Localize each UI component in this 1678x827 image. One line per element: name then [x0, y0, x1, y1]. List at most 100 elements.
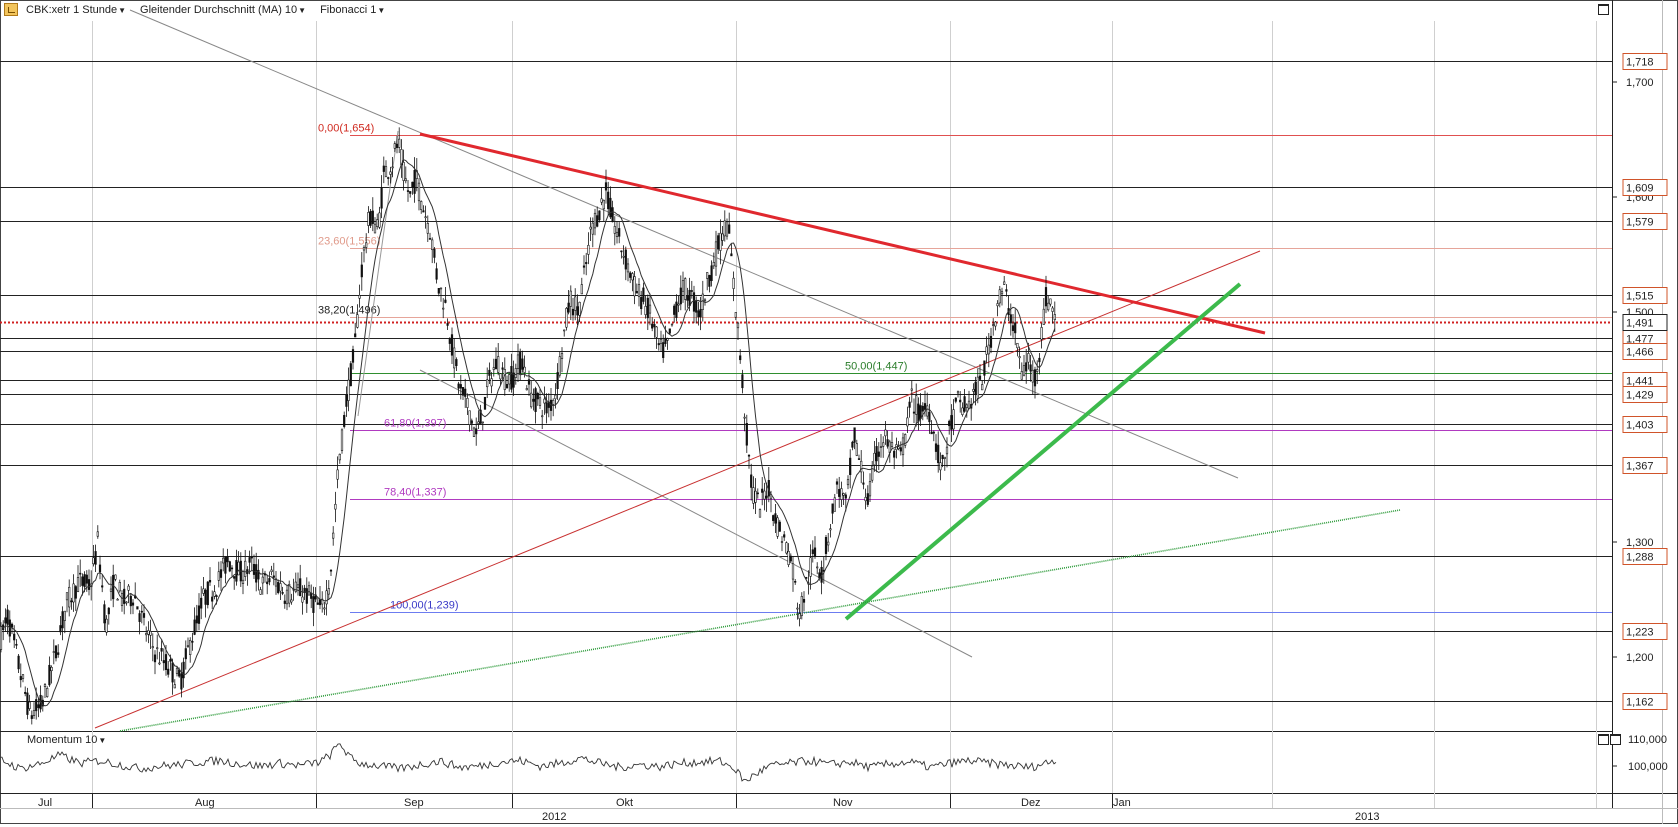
candle: [160, 639, 163, 662]
candle-body: [576, 306, 579, 316]
candle-body: [257, 569, 260, 580]
candle-body: [897, 446, 900, 450]
candle-body: [98, 564, 102, 573]
candle: [384, 160, 388, 178]
candle-body: [899, 447, 902, 452]
candle-body: [963, 396, 966, 412]
candle-body: [1051, 307, 1054, 312]
candle: [783, 531, 786, 541]
candle-body: [855, 443, 858, 456]
candle-body: [1009, 314, 1012, 324]
candle: [917, 397, 920, 431]
candle-body: [222, 557, 225, 564]
candle: [323, 601, 326, 615]
candle-body: [893, 450, 896, 458]
candle: [1044, 275, 1048, 314]
candle-body: [35, 699, 38, 712]
candle: [820, 560, 823, 595]
candle: [376, 213, 379, 230]
candle: [83, 571, 86, 593]
candle: [39, 685, 42, 713]
candle: [415, 158, 418, 192]
candle-body: [937, 444, 940, 464]
candle: [380, 175, 383, 219]
candle-body: [312, 596, 315, 613]
candle: [420, 200, 423, 214]
candle-body: [464, 388, 467, 397]
candle: [483, 396, 487, 410]
candle: [222, 548, 225, 572]
candle: [413, 157, 416, 203]
candle: [558, 351, 561, 378]
candle: [864, 488, 867, 510]
candle-body: [706, 272, 709, 279]
candle-body: [1018, 356, 1021, 359]
candle-body: [521, 358, 524, 370]
candle-body: [431, 239, 434, 251]
drawing-dropdown[interactable]: Fibonacci 1▼: [320, 4, 385, 16]
candle-body: [248, 557, 251, 563]
candle: [147, 621, 150, 644]
momentum-dropdown[interactable]: Momentum 10▼: [27, 734, 106, 746]
candle-body: [61, 611, 64, 629]
candle-body: [1053, 314, 1056, 320]
candle-body: [325, 590, 328, 605]
candle: [343, 411, 346, 429]
indicator-dropdown[interactable]: Gleitender Durchschnitt (MA) 10▼: [140, 4, 306, 16]
level-badge-label: 1,367: [1626, 461, 1654, 473]
candle-body: [189, 640, 192, 656]
candle: [1038, 352, 1041, 375]
level-badge-box: [1622, 623, 1668, 640]
candle-body: [252, 563, 256, 575]
candle: [981, 380, 984, 391]
candle: [321, 591, 324, 613]
candle: [230, 565, 234, 577]
symbol-dropdown[interactable]: CBK:xetr 1 Stunde▼: [26, 4, 126, 16]
candle-body: [626, 263, 630, 273]
candle-body: [160, 648, 163, 652]
candle-body: [730, 253, 733, 257]
candle-body: [92, 557, 95, 565]
candle: [389, 166, 392, 184]
candle: [536, 391, 539, 406]
candle-body: [1005, 289, 1008, 292]
close-momentum-panel-icon[interactable]: [1610, 734, 1621, 745]
candle: [730, 243, 733, 257]
candle-body: [116, 598, 119, 601]
candle-body: [494, 358, 498, 370]
candle-body: [908, 401, 911, 408]
chevron-down-icon: ▼: [118, 6, 127, 15]
candle-body: [607, 191, 610, 210]
candle-body: [813, 547, 817, 558]
candle: [945, 437, 949, 468]
candle: [519, 348, 522, 381]
candle: [378, 206, 381, 230]
candle: [895, 437, 898, 459]
candle-body: [428, 238, 432, 240]
candle: [61, 606, 64, 641]
candle-body: [783, 534, 786, 538]
candle-body: [50, 666, 53, 672]
candle: [127, 583, 130, 604]
candle: [235, 549, 238, 586]
maximize-price-panel-icon[interactable]: [1598, 4, 1609, 15]
candle-body: [640, 297, 643, 310]
maximize-momentum-panel-icon[interactable]: [1598, 734, 1609, 745]
candle: [857, 454, 861, 460]
candle-body: [646, 297, 649, 319]
fibonacci-label: 100,00(1,239): [390, 600, 459, 612]
candle: [285, 584, 289, 611]
candle: [721, 226, 724, 246]
candle-body: [404, 178, 407, 182]
candle-body: [237, 561, 240, 576]
level-badge-label: 1,579: [1626, 217, 1654, 229]
candle: [761, 477, 764, 506]
candle-body: [369, 211, 372, 226]
candle: [884, 421, 887, 445]
chart-logo-icon[interactable]: [4, 3, 18, 16]
candle: [195, 604, 198, 633]
candle: [43, 683, 47, 699]
candle: [131, 599, 135, 615]
candle-body: [952, 409, 955, 430]
